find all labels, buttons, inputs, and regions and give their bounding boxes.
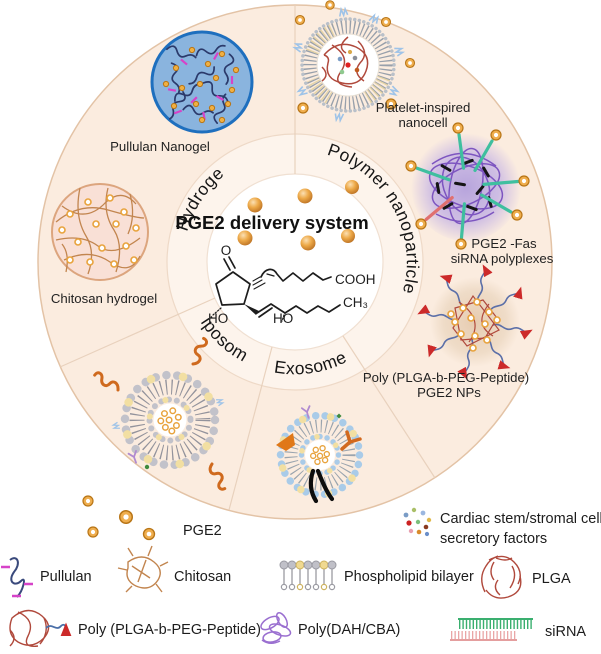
platelet-nanocell-illustration — [293, 0, 416, 122]
exosome-black-protein — [308, 468, 335, 504]
plga-icon — [481, 555, 522, 599]
pullulan-icon — [1, 557, 33, 598]
legend-label-cardiac-line2: secretory factors — [440, 531, 547, 547]
legend-label-poly-plga: Poly (PLGA-b-PEG-Peptide) — [78, 622, 261, 638]
legend-item-cardiac-factors: Cardiac stem/stromal cells secretory fac… — [403, 507, 601, 547]
legend-label-chitosan: Chitosan — [174, 569, 231, 585]
legend-item-plga: PLGA — [481, 555, 571, 599]
legend-item-poly-dah: Poly(DAH/CBA) — [260, 612, 400, 644]
exosome-protein-wedge — [276, 433, 295, 451]
pge2-balls — [237, 180, 359, 251]
molecule-ketone-label: O — [221, 243, 232, 258]
legend-label-plga: PLGA — [532, 571, 571, 587]
legend-item-pullulan: Pullulan — [1, 557, 92, 598]
molecule-cooh-label: COOH — [335, 272, 376, 287]
legend-item-chitosan: Chitosan — [117, 545, 231, 593]
chitosan-icon — [117, 545, 169, 593]
chitosan-hydrogel-illustration — [51, 183, 149, 281]
secretory-factor-dots — [337, 49, 360, 75]
legend: PGE2 Cardiac stem/stromal cells secretor… — [1, 495, 601, 647]
label-platelet-line1: Platelet-inspired — [376, 100, 471, 115]
legend-label-sirna: siRNA — [545, 624, 586, 640]
label-platelet-line2: nanocell — [398, 115, 447, 130]
label-polynp-line1: Poly (PLGA-b-PEG-Peptide) — [363, 370, 529, 385]
center-circle — [206, 173, 384, 351]
poly-plga-icon — [9, 609, 72, 647]
poly-dah-icon — [260, 612, 292, 644]
secretory-factors-icon — [403, 507, 432, 537]
pge2-molecule: O COOH CH₃ HO HO — [208, 243, 376, 326]
legend-item-phospholipid: Phospholipid bilayer — [279, 560, 474, 591]
poly-plga-np-illustration — [421, 268, 530, 377]
figure-title: PGE2 delivery system — [175, 212, 368, 233]
legend-label-cardiac-line1: Cardiac stem/stromal cells — [440, 511, 601, 527]
molecule-ho-left-label: HO — [208, 311, 228, 326]
sirna-polyplex-illustration — [405, 122, 530, 250]
label-polyplex-line1: PGE2 -Fas — [471, 236, 537, 251]
molecule-ch3-label: CH₃ — [343, 295, 368, 310]
legend-item-pge2: PGE2 — [82, 495, 222, 541]
exosome-protein-y — [340, 430, 362, 451]
pge2-icon — [82, 495, 156, 541]
liposome-illustration — [91, 335, 232, 493]
pullulan-nanogel-illustration — [150, 30, 254, 134]
label-pullulan-nanogel: Pullulan Nanogel — [110, 139, 210, 154]
legend-label-poly-dah: Poly(DAH/CBA) — [298, 622, 400, 638]
label-chitosan-hydrogel: Chitosan hydrogel — [51, 291, 157, 306]
legend-label-pullulan: Pullulan — [40, 569, 92, 585]
label-polyplex-line2: siRNA polyplexes — [451, 251, 554, 266]
phospholipid-bilayer-icon — [279, 560, 337, 591]
sirna-icon — [450, 618, 533, 641]
legend-item-sirna: siRNA — [450, 618, 586, 641]
sector-dividers — [59, 5, 436, 511]
legend-item-poly-plga: Poly (PLGA-b-PEG-Peptide) — [9, 609, 261, 647]
molecule-ho-mid-label: HO — [273, 311, 293, 326]
legend-label-phospholipid: Phospholipid bilayer — [344, 569, 474, 585]
legend-label-pge2: PGE2 — [183, 523, 222, 539]
label-polynp-line2: PGE2 NPs — [417, 385, 481, 400]
